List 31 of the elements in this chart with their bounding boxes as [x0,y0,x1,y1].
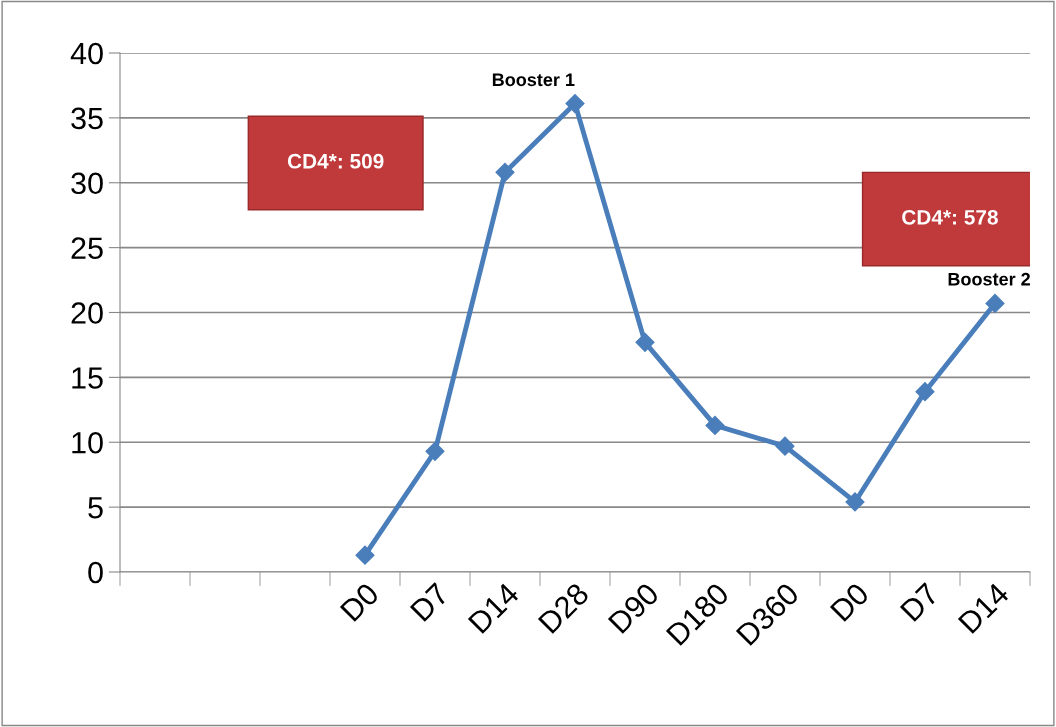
x-tick-label: D7 [409,582,450,622]
point [985,293,1005,313]
x-tick-label: D0 [829,581,871,623]
annotation: Booster 2 [948,272,1030,286]
x-tick-label: D14 [467,581,521,634]
y-tick-label: 0 [88,561,103,584]
point [915,382,935,402]
point [565,94,585,114]
y-tick-label: 20 [71,302,103,324]
point [635,332,655,352]
point [705,415,725,435]
x-tick-label: D7 [899,582,940,622]
point [775,436,795,456]
y-tick-label: 15 [72,367,103,389]
y-tick-label: 5 [88,497,103,519]
y-tick-label: 25 [71,237,103,259]
y-tick-label: 10 [72,431,103,454]
x-tick-label: D90 [607,581,661,635]
point [355,545,375,565]
x-tick-label: D28 [537,581,590,635]
point [495,162,515,182]
x-tick-label: D14 [957,581,1011,634]
point [845,492,865,512]
annotation: CD4*: 509 [287,153,384,169]
x-tick-label: D0 [339,581,381,623]
annotation: CD4*: 578 [902,209,998,225]
point [425,441,445,461]
y-tick-label: 40 [70,42,103,65]
y-tick-label: 35 [71,107,103,130]
annotation: Booster 1 [492,73,575,87]
y-tick-label: 30 [71,172,103,195]
